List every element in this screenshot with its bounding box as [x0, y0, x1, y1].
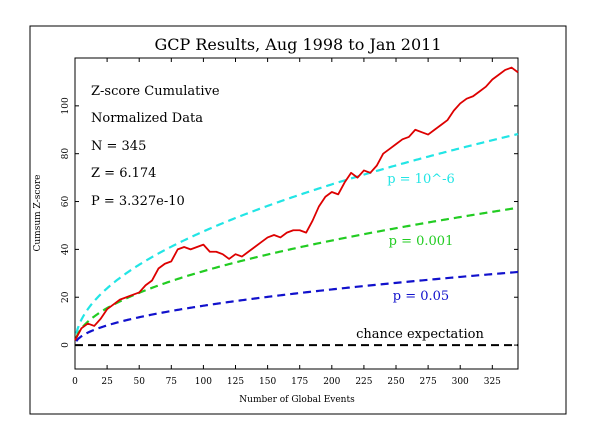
y-tick-label: 100: [61, 97, 71, 114]
x-tick-label: 50: [133, 377, 145, 387]
stat-n: N = 345: [91, 139, 146, 154]
x-tick-label: 175: [291, 377, 308, 387]
reference-curve-label: p = 0.05: [393, 289, 449, 304]
x-tick-label: 125: [227, 377, 244, 387]
reference-curve: [75, 270, 519, 342]
cumulative-z-line: [74, 66, 519, 341]
x-tick-label: 100: [195, 377, 212, 387]
y-axis-label: Cumsum Z-score: [33, 174, 43, 251]
x-tick-label: 225: [355, 377, 372, 387]
data-series: [74, 66, 519, 341]
stat-heading: Z-score Cumulative: [91, 84, 220, 99]
x-tick-label: 300: [452, 377, 469, 387]
plot-area: [74, 57, 519, 370]
x-tick-label: 150: [259, 377, 276, 387]
reference-curves: chance expectation p = 10^-6 p = 0.001 p = …: [75, 132, 519, 347]
x-tick-label: 200: [323, 377, 340, 387]
x-tick-label: 325: [484, 377, 501, 387]
stat-z: Z = 6.174: [91, 166, 156, 181]
x-tick-label: 250: [387, 377, 404, 387]
reference-curve: [75, 206, 519, 339]
reference-curve-label: p = 10^-6: [387, 172, 455, 187]
y-tick-label: 40: [61, 243, 71, 255]
x-tick-label: 0: [72, 377, 78, 387]
stat-p: P = 3.327e-10: [91, 194, 185, 209]
stat-subheading: Normalized Data: [91, 111, 203, 126]
x-axis-label: Number of Global Events: [239, 395, 355, 405]
reference-curve-label: p = 0.001: [389, 234, 454, 249]
y-tick-label: 0: [61, 342, 71, 348]
chart-title: GCP Results, Aug 1998 to Jan 2011: [154, 35, 441, 54]
chance-expectation-label: chance expectation: [356, 327, 484, 342]
chart-frame: [29, 25, 567, 415]
x-tick-label: 25: [101, 377, 113, 387]
x-tick-label: 75: [166, 377, 178, 387]
y-tick-label: 80: [61, 148, 71, 160]
axis-ticks: 0 25 50 75 100 125 150 175 200 225 250 275 300 325 0 20…: [61, 58, 518, 387]
y-tick-label: 20: [61, 291, 71, 303]
x-tick-label: 275: [420, 377, 437, 387]
y-tick-label: 60: [61, 196, 71, 208]
reference-curve: [75, 132, 519, 335]
